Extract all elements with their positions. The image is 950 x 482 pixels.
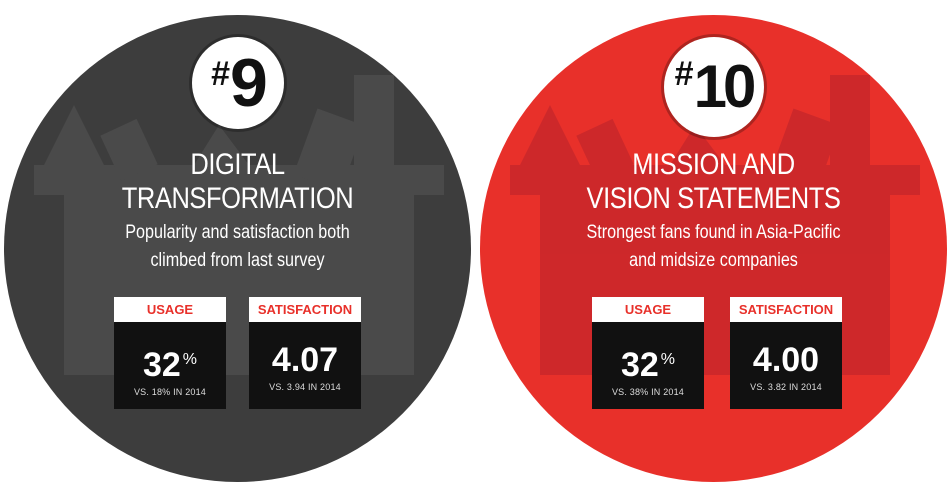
card-title-line1: DIGITAL <box>190 148 285 181</box>
usage-value-wrap: 32% <box>114 342 226 383</box>
satisfaction-value: 4.00 <box>752 341 820 379</box>
satisfaction-value: 4.07 <box>271 341 339 379</box>
usage-value-wrap: 32% <box>592 342 704 383</box>
satisfaction-comparison: VS. 3.82 IN 2014 <box>750 382 822 392</box>
usage-value: 32 <box>620 346 659 384</box>
usage-stat-box: USAGE 32% VS. 38% IN 2014 <box>592 297 704 409</box>
usage-unit: % <box>660 351 676 368</box>
card-subtitle-line1: Strongest fans found in Asia-Pacific <box>586 222 841 243</box>
card-subtitle-line1: Popularity and satisfaction both <box>125 222 350 243</box>
rank-symbol: # <box>211 55 231 93</box>
usage-comparison: VS. 18% IN 2014 <box>133 387 207 397</box>
card-subtitle-line2: and midsize companies <box>629 250 798 271</box>
rank-number: 9 <box>230 45 268 121</box>
usage-label: USAGE <box>114 297 226 322</box>
rank-badge: # 10 <box>663 37 764 137</box>
card-title-line1: MISSION AND <box>632 148 795 181</box>
usage-comparison: VS. 38% IN 2014 <box>611 387 685 397</box>
satisfaction-stat-box: SATISFACTION 4.00 VS. 3.82 IN 2014 <box>730 297 842 409</box>
card-title-line2: VISION STATEMENTS <box>586 182 841 215</box>
tool-card-digital-transformation: # 9 DIGITAL TRANSFORMATION Popularity an… <box>4 15 471 482</box>
card-title-line2: TRANSFORMATION <box>121 182 354 215</box>
satisfaction-stat-box: SATISFACTION 4.07 VS. 3.94 IN 2014 <box>249 297 361 409</box>
usage-unit: % <box>182 351 198 368</box>
rank-number: 10 <box>693 53 757 120</box>
card-subtitle-line2: climbed from last survey <box>150 250 325 271</box>
satisfaction-comparison: VS. 3.94 IN 2014 <box>269 382 341 392</box>
satisfaction-label: SATISFACTION <box>730 297 842 322</box>
satisfaction-label: SATISFACTION <box>249 297 361 322</box>
rank-badge: # 9 <box>191 37 284 129</box>
rank-symbol: # <box>674 55 694 93</box>
tool-card-mission-vision: # 10 MISSION AND VISION STATEMENTS Stron… <box>480 15 947 482</box>
usage-value: 32 <box>142 346 181 384</box>
usage-stat-box: USAGE 32% VS. 18% IN 2014 <box>114 297 226 409</box>
usage-label: USAGE <box>592 297 704 322</box>
